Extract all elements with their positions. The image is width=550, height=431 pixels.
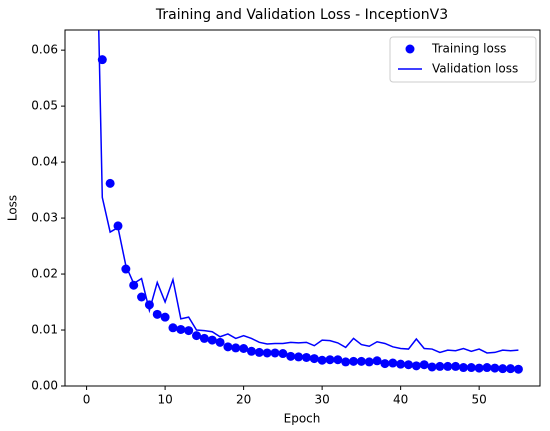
training-point xyxy=(325,355,335,365)
x-tick-label: 10 xyxy=(157,393,172,407)
training-point xyxy=(419,360,429,370)
training-point xyxy=(513,364,523,374)
training-point xyxy=(160,312,170,322)
training-point xyxy=(309,354,319,364)
y-tick-label: 0.00 xyxy=(31,379,58,393)
x-tick-label: 0 xyxy=(83,393,91,407)
training-point xyxy=(498,364,508,374)
y-tick-label: 0.02 xyxy=(31,267,58,281)
training-point xyxy=(246,346,256,356)
y-axis-label: Loss xyxy=(6,195,20,221)
chart-title: Training and Validation Loss - Inception… xyxy=(155,7,448,23)
training-point xyxy=(223,342,233,352)
x-tick-label: 30 xyxy=(314,393,329,407)
training-point xyxy=(458,363,468,373)
training-point xyxy=(474,363,484,373)
legend-label: Training loss xyxy=(431,42,506,56)
training-point xyxy=(301,352,311,362)
x-tick-label: 20 xyxy=(236,393,251,407)
training-point xyxy=(435,361,445,371)
training-point xyxy=(317,355,327,365)
x-tick-label: 40 xyxy=(393,393,408,407)
axes-frame xyxy=(64,29,541,387)
training-point xyxy=(199,333,209,343)
training-point xyxy=(364,357,374,367)
plot-area xyxy=(97,30,523,374)
training-point xyxy=(152,309,162,319)
training-point xyxy=(239,343,249,353)
y-tick-label: 0.03 xyxy=(31,211,58,225)
y-tick-label: 0.06 xyxy=(31,43,58,57)
training-point xyxy=(427,362,437,372)
training-point xyxy=(482,363,492,373)
training-point xyxy=(333,355,343,365)
training-point xyxy=(176,324,186,334)
training-point xyxy=(443,361,453,371)
legend-box xyxy=(389,36,537,83)
training-point xyxy=(231,343,241,353)
training-point xyxy=(168,323,178,333)
validation-line xyxy=(98,30,519,354)
legend-marker xyxy=(405,44,415,54)
training-point xyxy=(254,347,264,357)
x-tick-label: 50 xyxy=(472,393,487,407)
training-point xyxy=(207,335,217,345)
training-point xyxy=(215,337,225,347)
y-tick-label: 0.01 xyxy=(31,323,58,337)
training-point xyxy=(403,360,413,370)
training-point xyxy=(294,352,304,362)
training-point xyxy=(396,359,406,369)
training-point xyxy=(490,363,500,373)
training-point xyxy=(270,348,280,358)
training-point xyxy=(278,349,288,359)
y-tick-label: 0.05 xyxy=(31,99,58,113)
training-point xyxy=(184,326,194,336)
training-point xyxy=(380,359,390,369)
training-point xyxy=(349,356,359,366)
training-point xyxy=(506,364,516,374)
legend-label: Validation loss xyxy=(432,62,518,76)
training-point xyxy=(466,363,476,373)
training-point xyxy=(341,357,351,367)
training-point xyxy=(137,292,147,302)
training-point xyxy=(105,178,115,188)
training-point xyxy=(286,351,296,361)
y-tick-label: 0.04 xyxy=(31,155,58,169)
training-point xyxy=(356,356,366,366)
training-point xyxy=(411,361,421,371)
training-point xyxy=(262,348,272,358)
training-point xyxy=(451,361,461,371)
training-point xyxy=(372,356,382,366)
x-axis-label: Epoch xyxy=(284,412,321,426)
training-point xyxy=(388,358,398,368)
training-point xyxy=(192,331,202,341)
